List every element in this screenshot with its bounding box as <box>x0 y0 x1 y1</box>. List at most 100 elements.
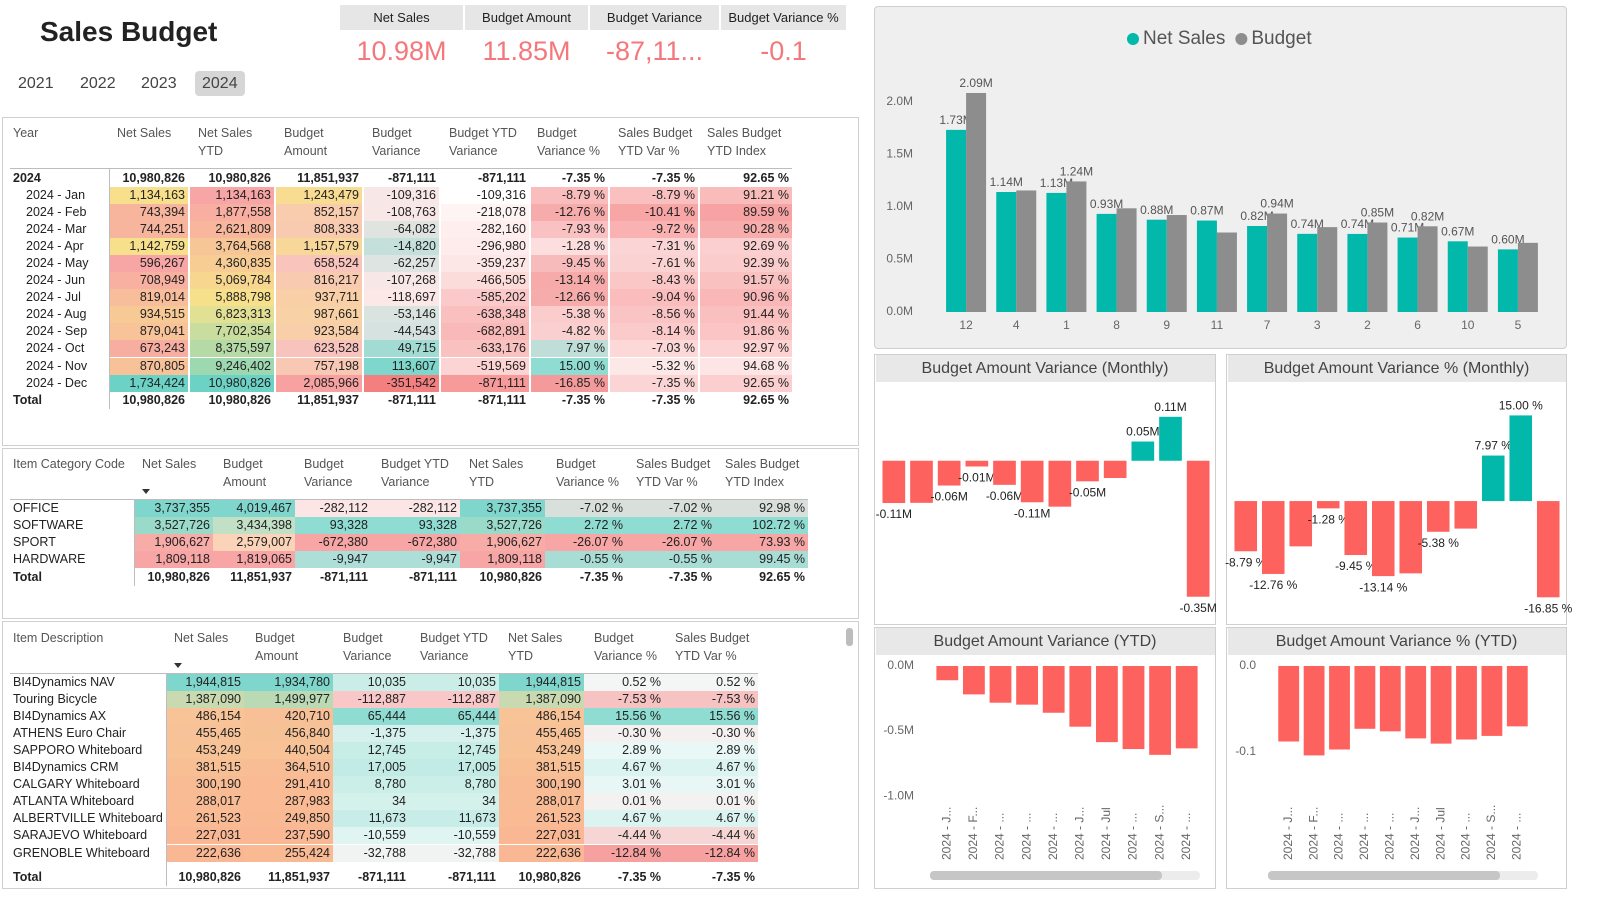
slicer-item[interactable]: 2024 <box>195 71 245 96</box>
bar <box>1399 501 1423 574</box>
bar <box>1347 233 1368 312</box>
table-cell: 11,851,937 <box>268 869 330 884</box>
table-cell: 3,434,398 <box>213 516 295 534</box>
bar <box>937 460 961 486</box>
table-cell: -14,820 <box>364 237 439 255</box>
x-tick-label: 2024 - F... <box>966 807 980 860</box>
x-tick-label: 1 <box>1063 318 1070 332</box>
table-cell: 10,980,826 <box>122 170 185 185</box>
legend-label[interactable]: Net Sales <box>1143 28 1225 49</box>
data-label: 0.87M <box>1190 204 1223 218</box>
table-cell: -32,788 <box>409 844 499 862</box>
table-cell: 92.65 % <box>700 374 792 392</box>
x-tick-label: 3 <box>1314 318 1321 332</box>
column-header: Budget Amount <box>223 457 267 489</box>
table-cell: 819,014 <box>110 289 188 307</box>
table-cell: 852,157 <box>276 203 362 221</box>
table-cell: -871,111 <box>388 392 436 407</box>
bar <box>962 666 985 695</box>
slicer-item[interactable]: 2021 <box>18 75 54 92</box>
x-tick-label: 2024 - S... <box>1152 805 1166 860</box>
bar <box>1016 666 1039 705</box>
bar <box>1289 501 1313 547</box>
table-cell: 300,190 <box>167 776 244 794</box>
table-cell: 102.72 % <box>715 516 808 534</box>
x-tick-label: 2024 - F... <box>1306 807 1320 860</box>
data-label: 0.11M <box>1154 400 1186 414</box>
table-cell: 99.45 % <box>715 550 808 568</box>
table-cell: 6,823,313 <box>190 306 274 324</box>
data-label: 0.85M <box>1361 206 1394 220</box>
bar <box>946 129 967 312</box>
column-header: Net Sales <box>142 457 197 471</box>
table-cell: 12,745 <box>333 741 409 759</box>
y-tick-label: 0.0M <box>886 304 913 318</box>
table-cell: 455,465 <box>499 724 584 742</box>
table-cell: Total <box>13 392 42 407</box>
table-cell: 10,980,826 <box>147 569 210 584</box>
column-rule <box>134 499 135 586</box>
table-cell: 93,328 <box>371 516 460 534</box>
slicer-item[interactable]: 2022 <box>80 75 116 92</box>
table-cell: 10,980,826 <box>479 569 542 584</box>
table-cell: CALGARY Whiteboard <box>13 777 140 792</box>
bar <box>1066 181 1087 312</box>
table-cell: -871,111 <box>478 170 526 185</box>
table-cell: 300,190 <box>499 776 584 794</box>
bar <box>965 460 989 467</box>
table-cell: 90.28 % <box>700 220 792 238</box>
table-cell: -0.30 % <box>664 724 758 742</box>
bar <box>1131 441 1155 461</box>
table-cell: 7.97 % <box>531 340 608 358</box>
table-cell: 0.52 % <box>584 673 664 691</box>
table-cell: -871,111 <box>320 569 368 584</box>
table-cell: 113,607 <box>364 357 439 375</box>
x-tick-label: 2024 - ... <box>1382 813 1396 860</box>
table-cell: 10,980,826 <box>208 392 271 407</box>
data-label: -13.14 % <box>1359 580 1407 594</box>
scrollbar[interactable] <box>1268 871 1500 880</box>
legend-marker <box>1127 33 1139 45</box>
column-header: Sales Budget YTD Var % <box>618 126 693 158</box>
table-cell: 10,980,826 <box>190 374 274 392</box>
table-cell: -519,569 <box>441 357 529 375</box>
legend-label[interactable]: Budget <box>1251 28 1312 49</box>
table-cell: 8,780 <box>409 776 499 794</box>
table-cell: -672,380 <box>295 533 371 551</box>
bar <box>1397 237 1418 312</box>
x-tick-label: 2 <box>1364 318 1371 332</box>
table-cell: -4.44 % <box>584 827 664 845</box>
data-label: 1.13M <box>1040 176 1073 190</box>
table-cell: 227,031 <box>499 827 584 845</box>
chart-title: Budget Amount Variance % (YTD) <box>1276 633 1518 650</box>
table-cell: -0.55 % <box>626 550 715 568</box>
table-cell: BI4Dynamics NAV <box>13 674 115 689</box>
column-header: Budget Variance % <box>537 126 600 158</box>
table-cell: 816,217 <box>276 272 362 289</box>
column-header: Item Category Code <box>13 457 125 471</box>
table-cell: -8.79 % <box>610 186 698 204</box>
slicer-item[interactable]: 2023 <box>141 75 177 92</box>
table-cell: 5,888,798 <box>190 289 274 307</box>
table-cell: 11,673 <box>333 810 409 828</box>
table-cell: -12.84 % <box>664 844 758 862</box>
scrollbar[interactable] <box>846 628 853 646</box>
data-label: 0.71M <box>1391 221 1424 235</box>
table-cell: 92.65 % <box>759 569 805 584</box>
scrollbar[interactable] <box>930 871 1162 880</box>
bar <box>1344 501 1368 556</box>
column-header: Item Description <box>13 631 104 645</box>
legend-marker <box>1235 33 1248 45</box>
bar <box>1247 226 1268 312</box>
table-cell: -10,559 <box>409 827 499 845</box>
table-cell: 3,527,726 <box>135 516 213 534</box>
table-cell: SAPPORO Whiteboard <box>13 742 143 757</box>
table-cell: 2024 - Nov <box>26 358 88 373</box>
table-cell: -10.41 % <box>610 203 698 221</box>
table-cell: -871,111 <box>448 869 496 884</box>
table-cell: 65,444 <box>409 707 499 725</box>
table-cell: -871,111 <box>388 170 436 185</box>
table-cell: 2024 <box>13 170 41 185</box>
column-header: Sales Budget YTD Var % <box>675 631 750 663</box>
bar <box>1517 242 1538 312</box>
